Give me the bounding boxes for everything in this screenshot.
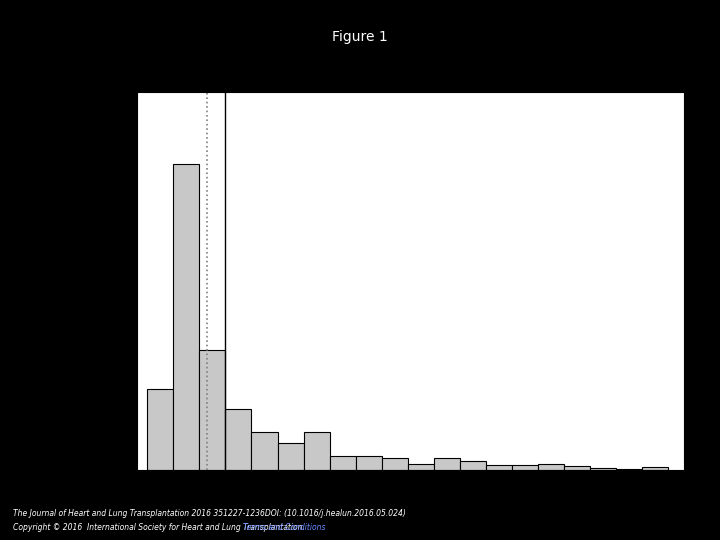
Text: Copyright © 2016  International Society for Heart and Lung Transplantation.: Copyright © 2016 International Society f… xyxy=(13,523,307,532)
Bar xyxy=(199,350,225,470)
Bar xyxy=(460,461,486,470)
Text: The Journal of Heart and Lung Transplantation 2016 351227-1236DOI: (10.1016/j.he: The Journal of Heart and Lung Transplant… xyxy=(13,509,406,518)
Bar xyxy=(434,458,460,470)
Bar xyxy=(277,443,304,470)
Bar xyxy=(147,389,174,470)
Bar xyxy=(174,164,199,470)
Bar xyxy=(251,432,277,470)
Bar xyxy=(642,467,668,470)
X-axis label: Costs: Costs xyxy=(387,498,434,513)
Bar xyxy=(512,465,538,470)
Text: Terms and Conditions: Terms and Conditions xyxy=(243,523,325,532)
Text: Figure 1: Figure 1 xyxy=(332,30,388,44)
Bar xyxy=(330,456,356,470)
Bar xyxy=(590,468,616,470)
Bar xyxy=(225,409,251,470)
Y-axis label: Frequency: Frequency xyxy=(83,236,98,326)
Bar xyxy=(564,466,590,470)
Bar xyxy=(486,465,512,470)
Bar xyxy=(382,458,408,470)
Bar xyxy=(408,463,434,470)
Bar xyxy=(616,469,642,470)
Bar xyxy=(304,432,330,470)
Bar xyxy=(356,456,382,470)
Bar xyxy=(538,463,564,470)
